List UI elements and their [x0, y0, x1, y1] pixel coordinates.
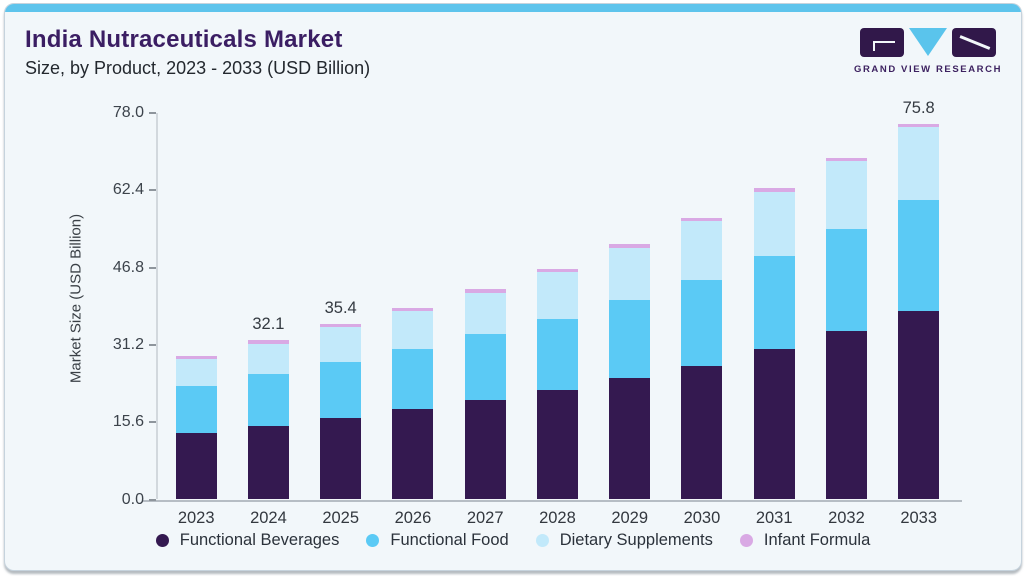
bar-segment-2023-functional-food [175, 385, 217, 433]
report-card: India Nutraceuticals Market Size, by Pro… [4, 3, 1022, 571]
bar-value-label: 32.1 [252, 315, 285, 334]
bar-segment-2026-functional-beverages [392, 409, 434, 500]
gvr-logo-icon [860, 28, 996, 57]
bar-segment-2033-functional-food [898, 200, 940, 311]
legend-item-functional-food: Functional Food [366, 531, 509, 550]
logo-r-block-icon [952, 28, 996, 57]
legend-swatch-icon [739, 534, 753, 547]
bar-segment-2027-infant-formula [464, 289, 506, 293]
x-tick-label: 2025 [322, 508, 360, 527]
x-tick-label: 2032 [828, 508, 865, 527]
bar-segment-2028-dietary-supplements [536, 271, 578, 319]
bar-segment-2026-functional-food [392, 348, 434, 410]
bar-segment-2031-dietary-supplements [753, 191, 795, 257]
x-tick-label: 2024 [250, 508, 287, 527]
x-tick-label: 2029 [611, 508, 649, 527]
legend: Functional Beverages Functional Food Dieta… [5, 531, 1021, 550]
bar-segment-2033-dietary-supplements [898, 127, 940, 201]
bar-segment-2023-dietary-supplements [175, 358, 217, 386]
bar-segment-2023-infant-formula [175, 356, 217, 359]
gvr-logo: GRAND VIEW RESEARCH [853, 28, 1003, 75]
x-tick-label: 2031 [755, 508, 793, 527]
bar-segment-2029-infant-formula [609, 244, 651, 248]
logo-r-mark [959, 35, 991, 50]
bar-segment-2030-functional-beverages [681, 366, 723, 500]
page-subtitle: Size, by Product, 2023 - 2033 (USD Billi… [25, 58, 371, 78]
legend-swatch-icon [535, 534, 549, 547]
bar-value-label: 35.4 [324, 299, 357, 318]
x-tick-label: 2030 [683, 508, 721, 527]
bar-segment-2029-functional-food [609, 300, 651, 379]
bar-segment-2026-dietary-supplements [392, 311, 434, 349]
bar-segment-2029-functional-beverages [609, 378, 651, 500]
bar-segment-2027-functional-beverages [464, 400, 506, 500]
bar-segment-2025-functional-food [320, 361, 362, 419]
legend-item-infant-formula: Infant Formula [739, 531, 871, 550]
bar-segment-2031-infant-formula [753, 188, 795, 192]
bar-segment-2024-functional-beverages [247, 426, 289, 500]
x-tick-label: 2026 [394, 508, 432, 527]
legend-label: Functional Food [390, 531, 509, 549]
y-tick-label: 62.4 [112, 181, 144, 199]
bar-segment-2024-infant-formula [247, 340, 289, 344]
logo-v-triangle-icon [909, 28, 947, 56]
y-tick-label: 0.0 [121, 490, 144, 508]
bar-segment-2032-functional-beverages [825, 330, 867, 500]
legend-swatch-icon [155, 534, 169, 547]
bar-segment-2030-dietary-supplements [681, 220, 723, 281]
y-tick-mark [149, 421, 156, 424]
legend-label: Dietary Supplements [559, 531, 713, 549]
top-accent-bar [5, 4, 1021, 12]
legend-swatch-icon [366, 534, 380, 547]
y-tick-label: 46.8 [112, 258, 144, 276]
logo-wordmark: GRAND VIEW RESEARCH [853, 64, 1003, 75]
y-tick-label: 78.0 [112, 103, 144, 121]
bar-segment-2024-functional-food [247, 373, 289, 427]
page-title: India Nutraceuticals Market [25, 26, 343, 53]
bar-segment-2027-functional-food [464, 334, 506, 401]
legend-item-dietary-supplements: Dietary Supplements [535, 531, 713, 550]
y-tick-mark [149, 498, 156, 501]
bar-segment-2028-functional-food [536, 318, 578, 390]
bar-segment-2032-functional-food [825, 229, 867, 331]
bar-segment-2025-functional-beverages [320, 418, 362, 500]
logo-g-mark [873, 41, 895, 51]
y-tick-label: 15.6 [112, 413, 144, 431]
legend-item-functional-beverages: Functional Beverages [155, 531, 340, 550]
legend-label: Functional Beverages [179, 531, 340, 549]
bar-value-label: 75.8 [902, 98, 935, 117]
bar-segment-2024-dietary-supplements [247, 343, 289, 374]
bar-segment-2029-dietary-supplements [609, 247, 651, 301]
bar-segment-2028-infant-formula [536, 268, 578, 272]
bar-segment-2027-dietary-supplements [464, 292, 506, 335]
bar-segment-2033-infant-formula [898, 123, 940, 128]
y-axis-line [156, 112, 158, 500]
x-tick-label: 2023 [177, 508, 215, 527]
bar-segment-2025-dietary-supplements [320, 327, 362, 362]
y-tick-mark [149, 343, 156, 346]
bar-segment-2032-infant-formula [825, 157, 867, 161]
bar-segment-2031-functional-food [753, 256, 795, 350]
y-tick-mark [149, 111, 156, 114]
bar-segment-2023-functional-beverages [175, 432, 217, 500]
bar-segment-2026-infant-formula [392, 307, 434, 312]
x-axis-line [142, 499, 962, 502]
x-tick-label: 2033 [900, 508, 938, 527]
y-tick-mark [149, 189, 156, 192]
bar-segment-2031-functional-beverages [753, 349, 795, 500]
y-tick-label: 31.2 [112, 335, 144, 353]
bar-segment-2028-functional-beverages [536, 389, 578, 500]
x-tick-label: 2027 [466, 508, 504, 527]
y-tick-mark [149, 266, 156, 269]
legend-label: Infant Formula [763, 531, 871, 549]
y-axis-title: Market Size (USD Billion) [67, 213, 85, 384]
bar-segment-2025-infant-formula [320, 324, 362, 328]
bar-segment-2030-functional-food [681, 280, 723, 367]
bar-segment-2033-functional-beverages [898, 310, 940, 500]
bar-segment-2032-dietary-supplements [825, 160, 867, 230]
x-tick-label: 2028 [539, 508, 576, 527]
bar-segment-2030-infant-formula [681, 217, 723, 221]
logo-g-block-icon [860, 28, 904, 57]
